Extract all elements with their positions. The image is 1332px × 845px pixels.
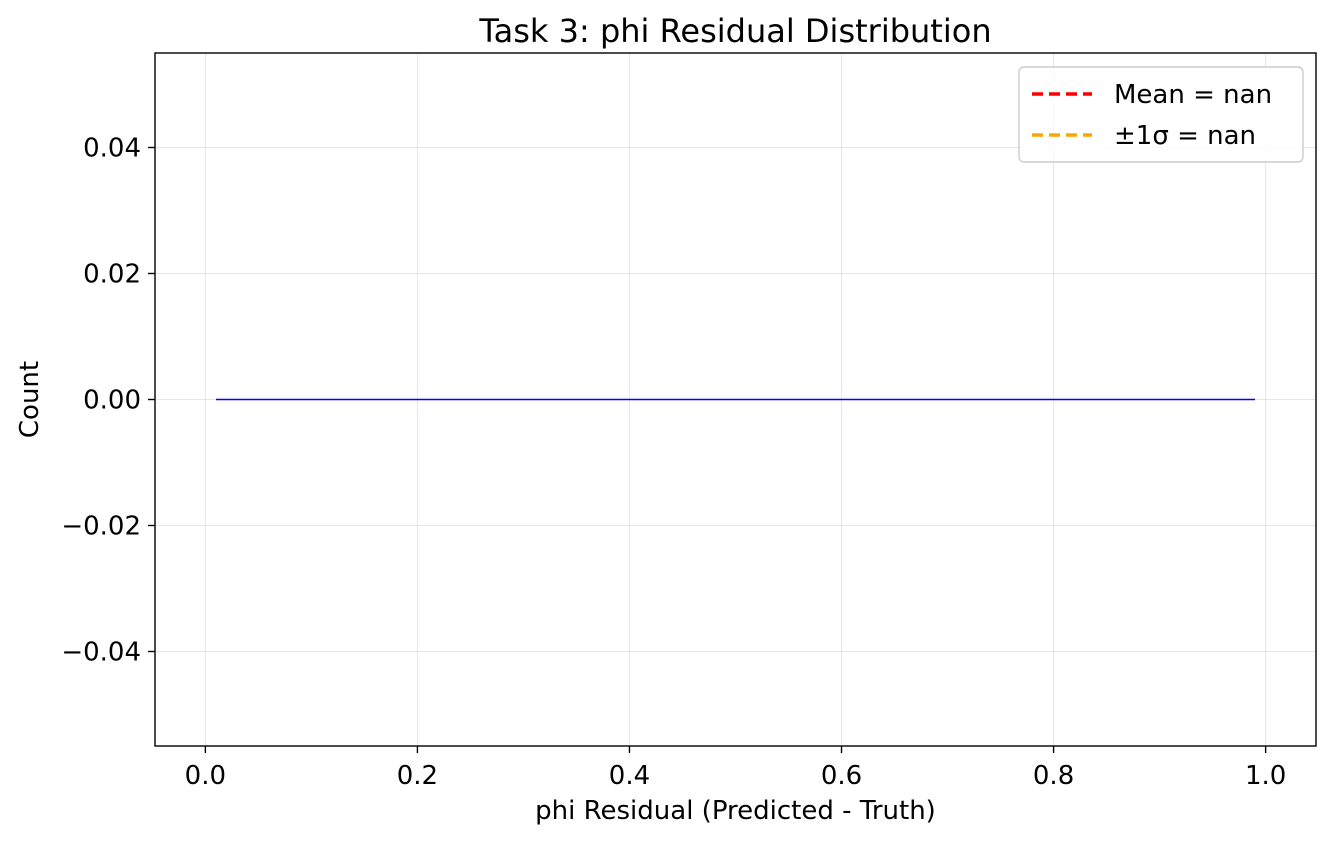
legend: Mean = nan ±1σ = nan [1018, 66, 1304, 163]
y-tick-label: −0.02 [61, 512, 141, 542]
chart-title: Task 3: phi Residual Distribution [478, 12, 991, 50]
y-tick-label: 0.00 [83, 386, 141, 416]
y-axis-label: Count [15, 361, 45, 438]
x-tick-label: 0.4 [609, 761, 650, 791]
y-tick-label: 0.02 [83, 260, 141, 290]
x-tick-label: 1.0 [1245, 761, 1286, 791]
y-tick-label: 0.04 [83, 134, 141, 164]
legend-label-mean: Mean = nan [1114, 80, 1272, 110]
legend-label-sigma: ±1σ = nan [1114, 121, 1256, 151]
x-tick-label: 0.6 [821, 761, 862, 791]
legend-box [1018, 66, 1304, 163]
y-tick-label: −0.04 [61, 638, 141, 668]
x-tick-label: 0.2 [397, 761, 438, 791]
x-axis-label: phi Residual (Predicted - Truth) [535, 796, 936, 826]
axis-ticks: 0.0 0.2 0.4 0.6 0.8 1.0 −0.04 −0.02 0.00 0.02 0.04 [61, 134, 1286, 792]
x-tick-label: 0.0 [185, 761, 226, 791]
x-tick-label: 0.8 [1033, 761, 1074, 791]
